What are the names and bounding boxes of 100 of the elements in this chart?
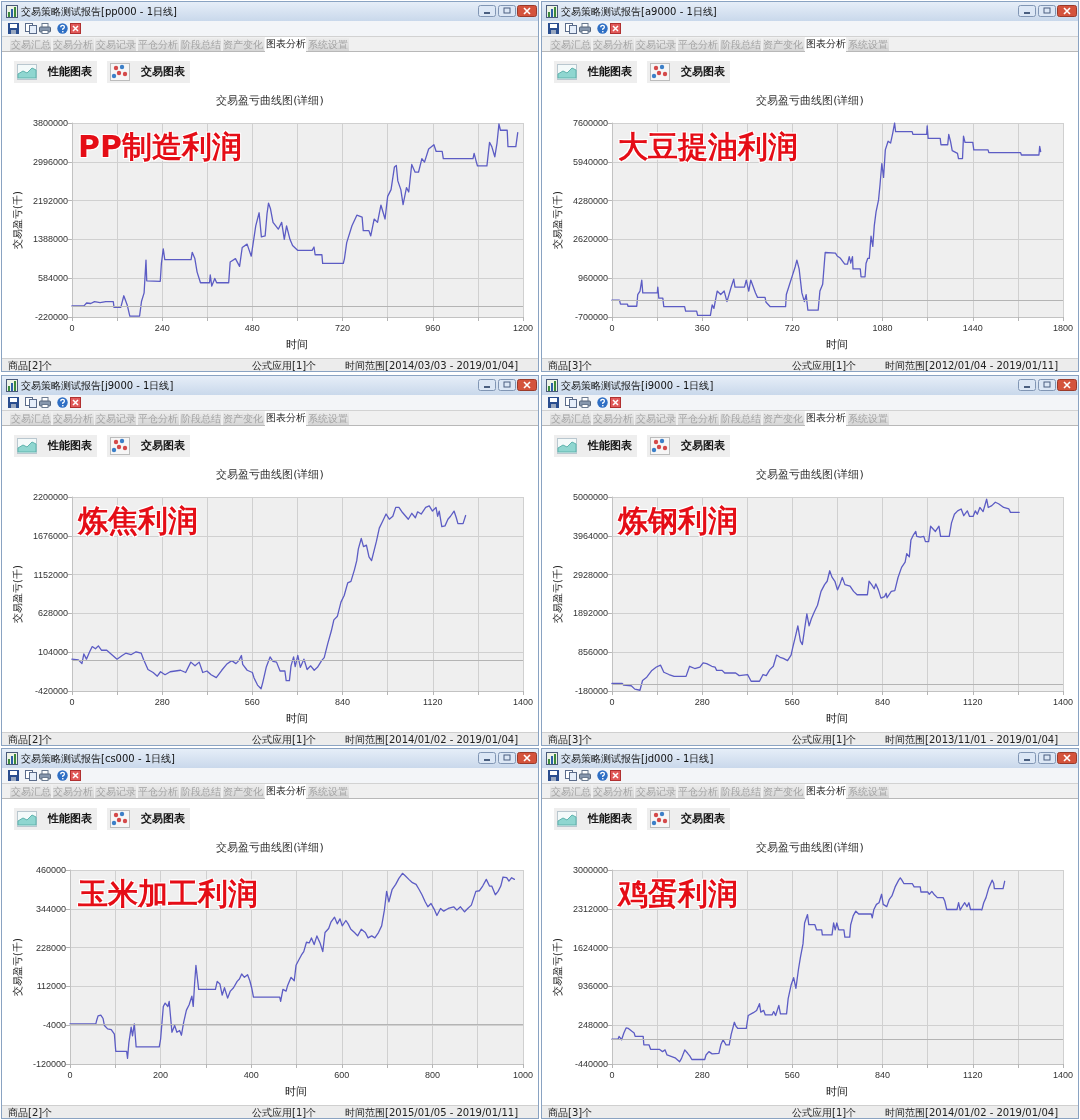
x-axis-title: 时间 <box>286 338 309 351</box>
x-tick-label: 560 <box>784 696 800 707</box>
x-tick-label: 840 <box>875 1069 891 1080</box>
y-tick-label: 3000000 <box>572 865 608 875</box>
x-tick-label: 1120 <box>423 696 443 707</box>
y-tick-label: 104000 <box>37 647 68 658</box>
y-tick-label: 5000000 <box>572 492 608 502</box>
text: 公式应用[1]个 <box>252 1107 317 1119</box>
x-tick-label: 600 <box>334 1069 350 1080</box>
text: 交易策略测试报告[cs000 - 1日线] <box>21 752 175 765</box>
y-tick-label: 1152000 <box>33 569 68 580</box>
y-tick-label: 2928000 <box>572 569 608 580</box>
annotation: 鸡蛋利润 <box>618 876 738 911</box>
x-tick-label: 800 <box>424 1069 440 1080</box>
y-tick-label: -440000 <box>574 1059 608 1069</box>
y-axis-title: 交易盈亏(千) <box>11 938 23 996</box>
text: 图表分析 <box>265 784 306 799</box>
line-series <box>611 122 1042 317</box>
x-tick-label: 840 <box>335 696 351 707</box>
text: 图表分析 <box>265 37 306 52</box>
chart-title: 交易盈亏曲线图(详细) <box>756 468 864 481</box>
x-tick-label: 0 <box>69 322 75 333</box>
x-tick-label: 240 <box>154 322 170 333</box>
y-tick-label: 4280000 <box>572 195 608 206</box>
x-tick-label: 1120 <box>963 696 983 707</box>
x-tick-label: 1400 <box>1052 696 1073 707</box>
text: 商品[2]个 <box>8 360 53 372</box>
text: 交易图表 <box>681 812 725 826</box>
x-tick-label: 400 <box>243 1069 259 1080</box>
text: 商品[3]个 <box>548 360 593 372</box>
y-tick-label: 2192000 <box>32 195 68 206</box>
chart-title: 交易盈亏曲线图(详细) <box>756 94 864 107</box>
x-tick-label: 1000 <box>512 1069 533 1080</box>
text: 商品[3]个 <box>548 1107 593 1119</box>
y-tick-label: -420000 <box>34 686 68 696</box>
y-tick-label: 248000 <box>577 1020 608 1031</box>
annotation: 炼焦利润 <box>78 503 198 538</box>
text: 性能图表 <box>48 65 92 79</box>
x-axis-title: 时间 <box>826 712 849 725</box>
x-tick-label: 960 <box>425 322 441 333</box>
line-series <box>71 505 467 690</box>
text: 图表分析 <box>805 784 846 799</box>
text: 资产变化 <box>762 38 804 51</box>
chart-title: 交易盈亏曲线图(详细) <box>216 841 324 854</box>
y-axis-title: 交易盈亏(千) <box>551 191 563 249</box>
y-tick-label: 960000 <box>577 273 608 284</box>
y-tick-label: 1892000 <box>572 608 608 619</box>
x-tick-label: 280 <box>154 696 170 707</box>
text: 性能图表 <box>588 439 632 453</box>
chart-title: 交易盈亏曲线图(详细) <box>216 468 324 481</box>
text: 交易策略测试报告[a9000 - 1日线] <box>561 5 717 18</box>
y-tick-label: -700000 <box>574 312 608 322</box>
x-tick-label: 0 <box>67 1069 73 1080</box>
text: 交易策略测试报告[j9000 - 1日线] <box>21 379 174 392</box>
y-tick-label: 2200000 <box>32 492 68 502</box>
y-tick-label: 344000 <box>35 903 66 914</box>
text: 资产变化 <box>762 412 804 425</box>
y-tick-label: 112000 <box>36 981 66 992</box>
y-tick-label: 7600000 <box>572 118 608 128</box>
text: 资产变化 <box>222 38 264 51</box>
x-axis-title: 时间 <box>285 1085 308 1098</box>
y-axis-title: 交易盈亏(千) <box>11 565 23 623</box>
text: 时间范围[2015/01/05 - 2019/01/11] <box>345 1107 519 1119</box>
x-tick-label: 1400 <box>512 696 533 707</box>
annotation: 炼钢利润 <box>618 503 738 538</box>
x-tick-label: 840 <box>875 696 891 707</box>
x-tick-label: 1800 <box>1052 322 1073 333</box>
x-tick-label: 720 <box>784 322 800 333</box>
text: 性能图表 <box>48 812 92 826</box>
y-tick-label: -220000 <box>34 312 68 322</box>
x-tick-label: 1080 <box>872 322 893 333</box>
x-axis-title: 时间 <box>286 712 309 725</box>
y-axis-title: 交易盈亏(千) <box>551 938 563 996</box>
text: 交易图表 <box>141 65 185 79</box>
text: 公式应用[1]个 <box>252 734 317 746</box>
text: 时间范围[2014/03/03 - 2019/01/04] <box>345 360 519 372</box>
y-tick-label: 1388000 <box>32 234 68 245</box>
text: 商品[2]个 <box>8 1107 53 1119</box>
text: 性能图表 <box>588 812 632 826</box>
text: 图表分析 <box>805 37 846 52</box>
y-tick-label: -120000 <box>32 1059 66 1069</box>
y-tick-label: 460000 <box>35 865 66 875</box>
text: 公式应用[1]个 <box>792 734 857 746</box>
x-tick-label: 0 <box>609 322 615 333</box>
x-tick-label: 0 <box>609 696 615 707</box>
text: 交易图表 <box>141 439 185 453</box>
text: 交易策略测试报告[i9000 - 1日线] <box>561 379 714 392</box>
annotation: 大豆提油利润 <box>618 129 798 164</box>
y-axis-title: 交易盈亏(千) <box>11 191 23 249</box>
y-axis-title: 交易盈亏(千) <box>551 565 563 623</box>
text: 时间范围[2014/01/02 - 2019/01/04] <box>885 1107 1059 1119</box>
text: 交易策略测试报告[jd000 - 1日线] <box>561 752 714 765</box>
x-tick-label: 1400 <box>1052 1069 1073 1080</box>
x-axis-title: 时间 <box>826 1085 849 1098</box>
chart-title: 交易盈亏曲线图(详细) <box>216 94 324 107</box>
y-tick-label: -4000 <box>42 1020 66 1031</box>
x-tick-label: 200 <box>153 1069 169 1080</box>
y-tick-label: 5940000 <box>572 156 608 167</box>
x-tick-label: 480 <box>244 322 260 333</box>
text: 交易图表 <box>681 65 725 79</box>
